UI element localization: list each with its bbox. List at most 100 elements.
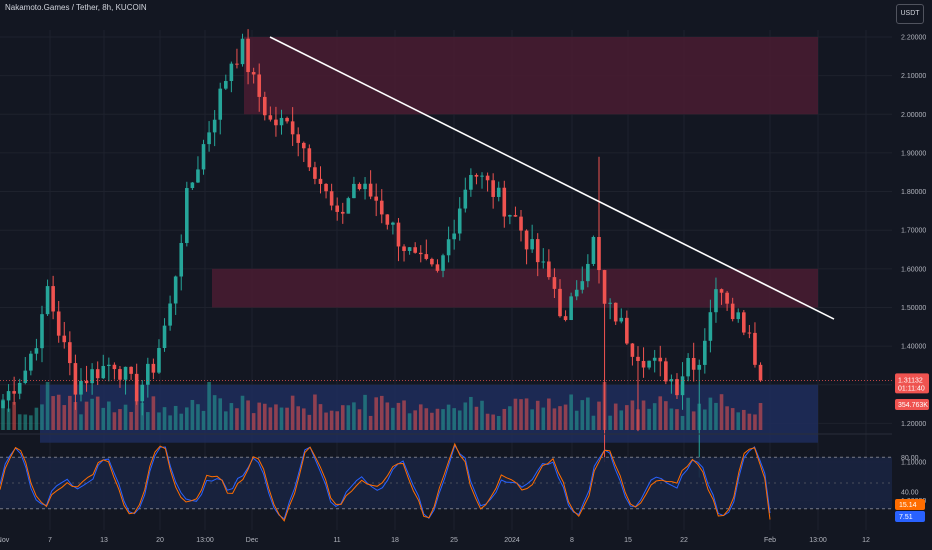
- volume-bar: [680, 415, 685, 430]
- candle-body: [251, 72, 256, 75]
- volume-bar: [519, 399, 523, 430]
- candle-body: [1, 400, 5, 409]
- candle-body: [418, 252, 423, 255]
- candle-body: [168, 303, 172, 326]
- volume-bar: [123, 404, 128, 430]
- time-label: 11: [333, 537, 340, 544]
- volume-bar: [340, 405, 345, 430]
- currency-button[interactable]: USDT: [896, 4, 924, 24]
- price-tick-label: 1.50000: [901, 305, 926, 312]
- candle-body: [385, 214, 390, 225]
- volume-bar: [491, 414, 495, 430]
- volume-bar: [40, 404, 44, 430]
- candle-body: [708, 312, 713, 341]
- volume-bar: [535, 400, 540, 430]
- candle-body: [185, 188, 189, 243]
- candle-body: [285, 117, 289, 122]
- volume-bar: [90, 398, 94, 430]
- candle-body: [563, 316, 568, 321]
- volume-bar: [502, 408, 507, 430]
- volume-bar: [73, 402, 78, 430]
- candle-body: [207, 132, 211, 145]
- price-tick-label: 1.80000: [901, 189, 926, 196]
- time-label: 25: [450, 537, 458, 544]
- volume-bar: [669, 408, 674, 430]
- volume-bar: [435, 408, 440, 430]
- volume-bar: [296, 406, 301, 430]
- candle-body: [235, 63, 239, 65]
- volume-bar: [318, 404, 323, 430]
- volume-bar: [719, 394, 724, 430]
- volume-bar: [496, 415, 501, 430]
- volume-bar: [324, 412, 328, 430]
- volume-bar: [112, 412, 117, 430]
- volume-bar: [630, 400, 635, 430]
- volume-bar: [552, 408, 557, 430]
- volume-bar: [134, 399, 139, 430]
- volume-bar: [368, 415, 373, 430]
- price-tick-label: 2.10000: [901, 73, 926, 80]
- volume-bar: [274, 404, 278, 430]
- volume-bar: [586, 397, 590, 430]
- candle-body: [318, 178, 323, 184]
- candle-body: [173, 276, 178, 304]
- candle-body: [535, 239, 540, 263]
- volume-bar: [580, 400, 585, 430]
- price-tick-label: 2.00000: [901, 112, 926, 119]
- stoch-k-value: 15.14: [899, 502, 917, 509]
- candle-body: [602, 270, 607, 304]
- candle-body: [179, 242, 184, 277]
- volume-bar: [257, 402, 262, 430]
- stoch-d-value: 7.51: [899, 514, 913, 521]
- candle-body: [279, 117, 284, 126]
- volume-bar: [758, 403, 763, 430]
- candle-body: [329, 191, 334, 206]
- candle-body: [118, 369, 122, 380]
- candle-body: [496, 187, 501, 197]
- volume-bar: [196, 404, 200, 430]
- candle-body: [669, 379, 674, 382]
- time-axis: Nov 7 13 20 13:00 Dec 11 18 25 2024 8 15 22 Feb 13:00 1…: [0, 537, 870, 544]
- volume-bar: [68, 395, 72, 430]
- candle-body: [686, 357, 690, 377]
- candle-body: [218, 88, 223, 120]
- volume-bar: [524, 398, 529, 430]
- candle-body: [753, 332, 757, 365]
- candle-body: [508, 215, 512, 217]
- volume-bar: [396, 402, 401, 430]
- candle-body: [56, 311, 61, 336]
- time-label: 22: [680, 537, 688, 544]
- volume-bar: [62, 405, 67, 430]
- candle-body: [129, 366, 133, 374]
- trendline: [269, 36, 835, 320]
- candle-body: [6, 391, 11, 401]
- volume-bar: [402, 400, 406, 430]
- candle-body: [246, 38, 250, 73]
- candle-body: [151, 363, 156, 373]
- candle-body: [586, 263, 590, 282]
- volume-bar: [569, 394, 573, 430]
- volume-bar: [424, 408, 429, 430]
- candle-body: [62, 335, 67, 343]
- candle-body: [101, 365, 106, 379]
- candle-body: [658, 357, 663, 362]
- candle-body: [480, 175, 484, 177]
- candle-body: [452, 233, 456, 240]
- candle-body: [40, 314, 44, 349]
- candle-body: [34, 348, 39, 354]
- volume-bar: [619, 410, 624, 430]
- candle-body: [352, 183, 356, 199]
- candle-body: [569, 296, 573, 321]
- candle-body: [162, 325, 167, 348]
- candle-body: [675, 379, 679, 396]
- volume-bar: [262, 403, 267, 430]
- volume-bar: [285, 407, 289, 430]
- stoch-d-line: [0, 442, 771, 522]
- candle-body: [363, 183, 367, 190]
- volume-bar: [725, 406, 729, 430]
- zones: [40, 37, 818, 443]
- volume-bar: [279, 407, 284, 430]
- candle-body: [240, 38, 245, 65]
- volume-bar: [118, 409, 122, 430]
